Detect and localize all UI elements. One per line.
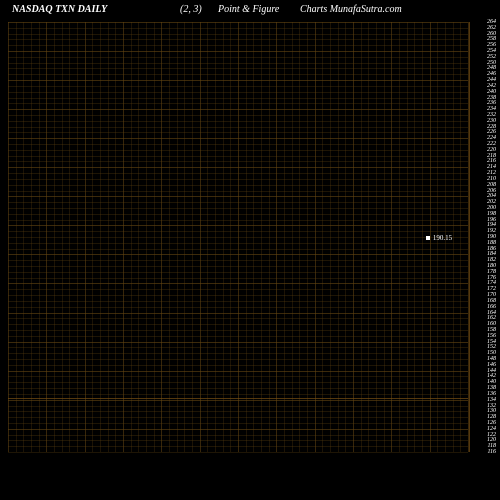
- price-flag-dot: [426, 236, 430, 240]
- y-axis-tick: 116: [487, 449, 496, 455]
- ticker-title: NASDAQ TXN DAILY: [12, 4, 107, 15]
- current-price-flag: 190.15: [426, 234, 452, 242]
- y-axis: 2642622602582562542522502482462442422402…: [474, 22, 498, 452]
- y-axis-border: [469, 22, 470, 452]
- chart-header: NASDAQ TXN DAILY (2, 3) Point & Figure C…: [0, 4, 500, 20]
- chart-type-label: Point & Figure: [218, 4, 279, 15]
- pnf-columns: OOOOOOOOOO1111OOOO111111OOOOO111111OOOOO…: [8, 22, 468, 452]
- price-flag-value: 190.15: [433, 234, 452, 242]
- chart-plot-area: OOOOOOOOOO1111OOOO111111OOOOO111111OOOOO…: [8, 22, 468, 452]
- chart-params: (2, 3): [180, 4, 202, 15]
- chart-source: Charts MunafaSutra.com: [300, 4, 402, 15]
